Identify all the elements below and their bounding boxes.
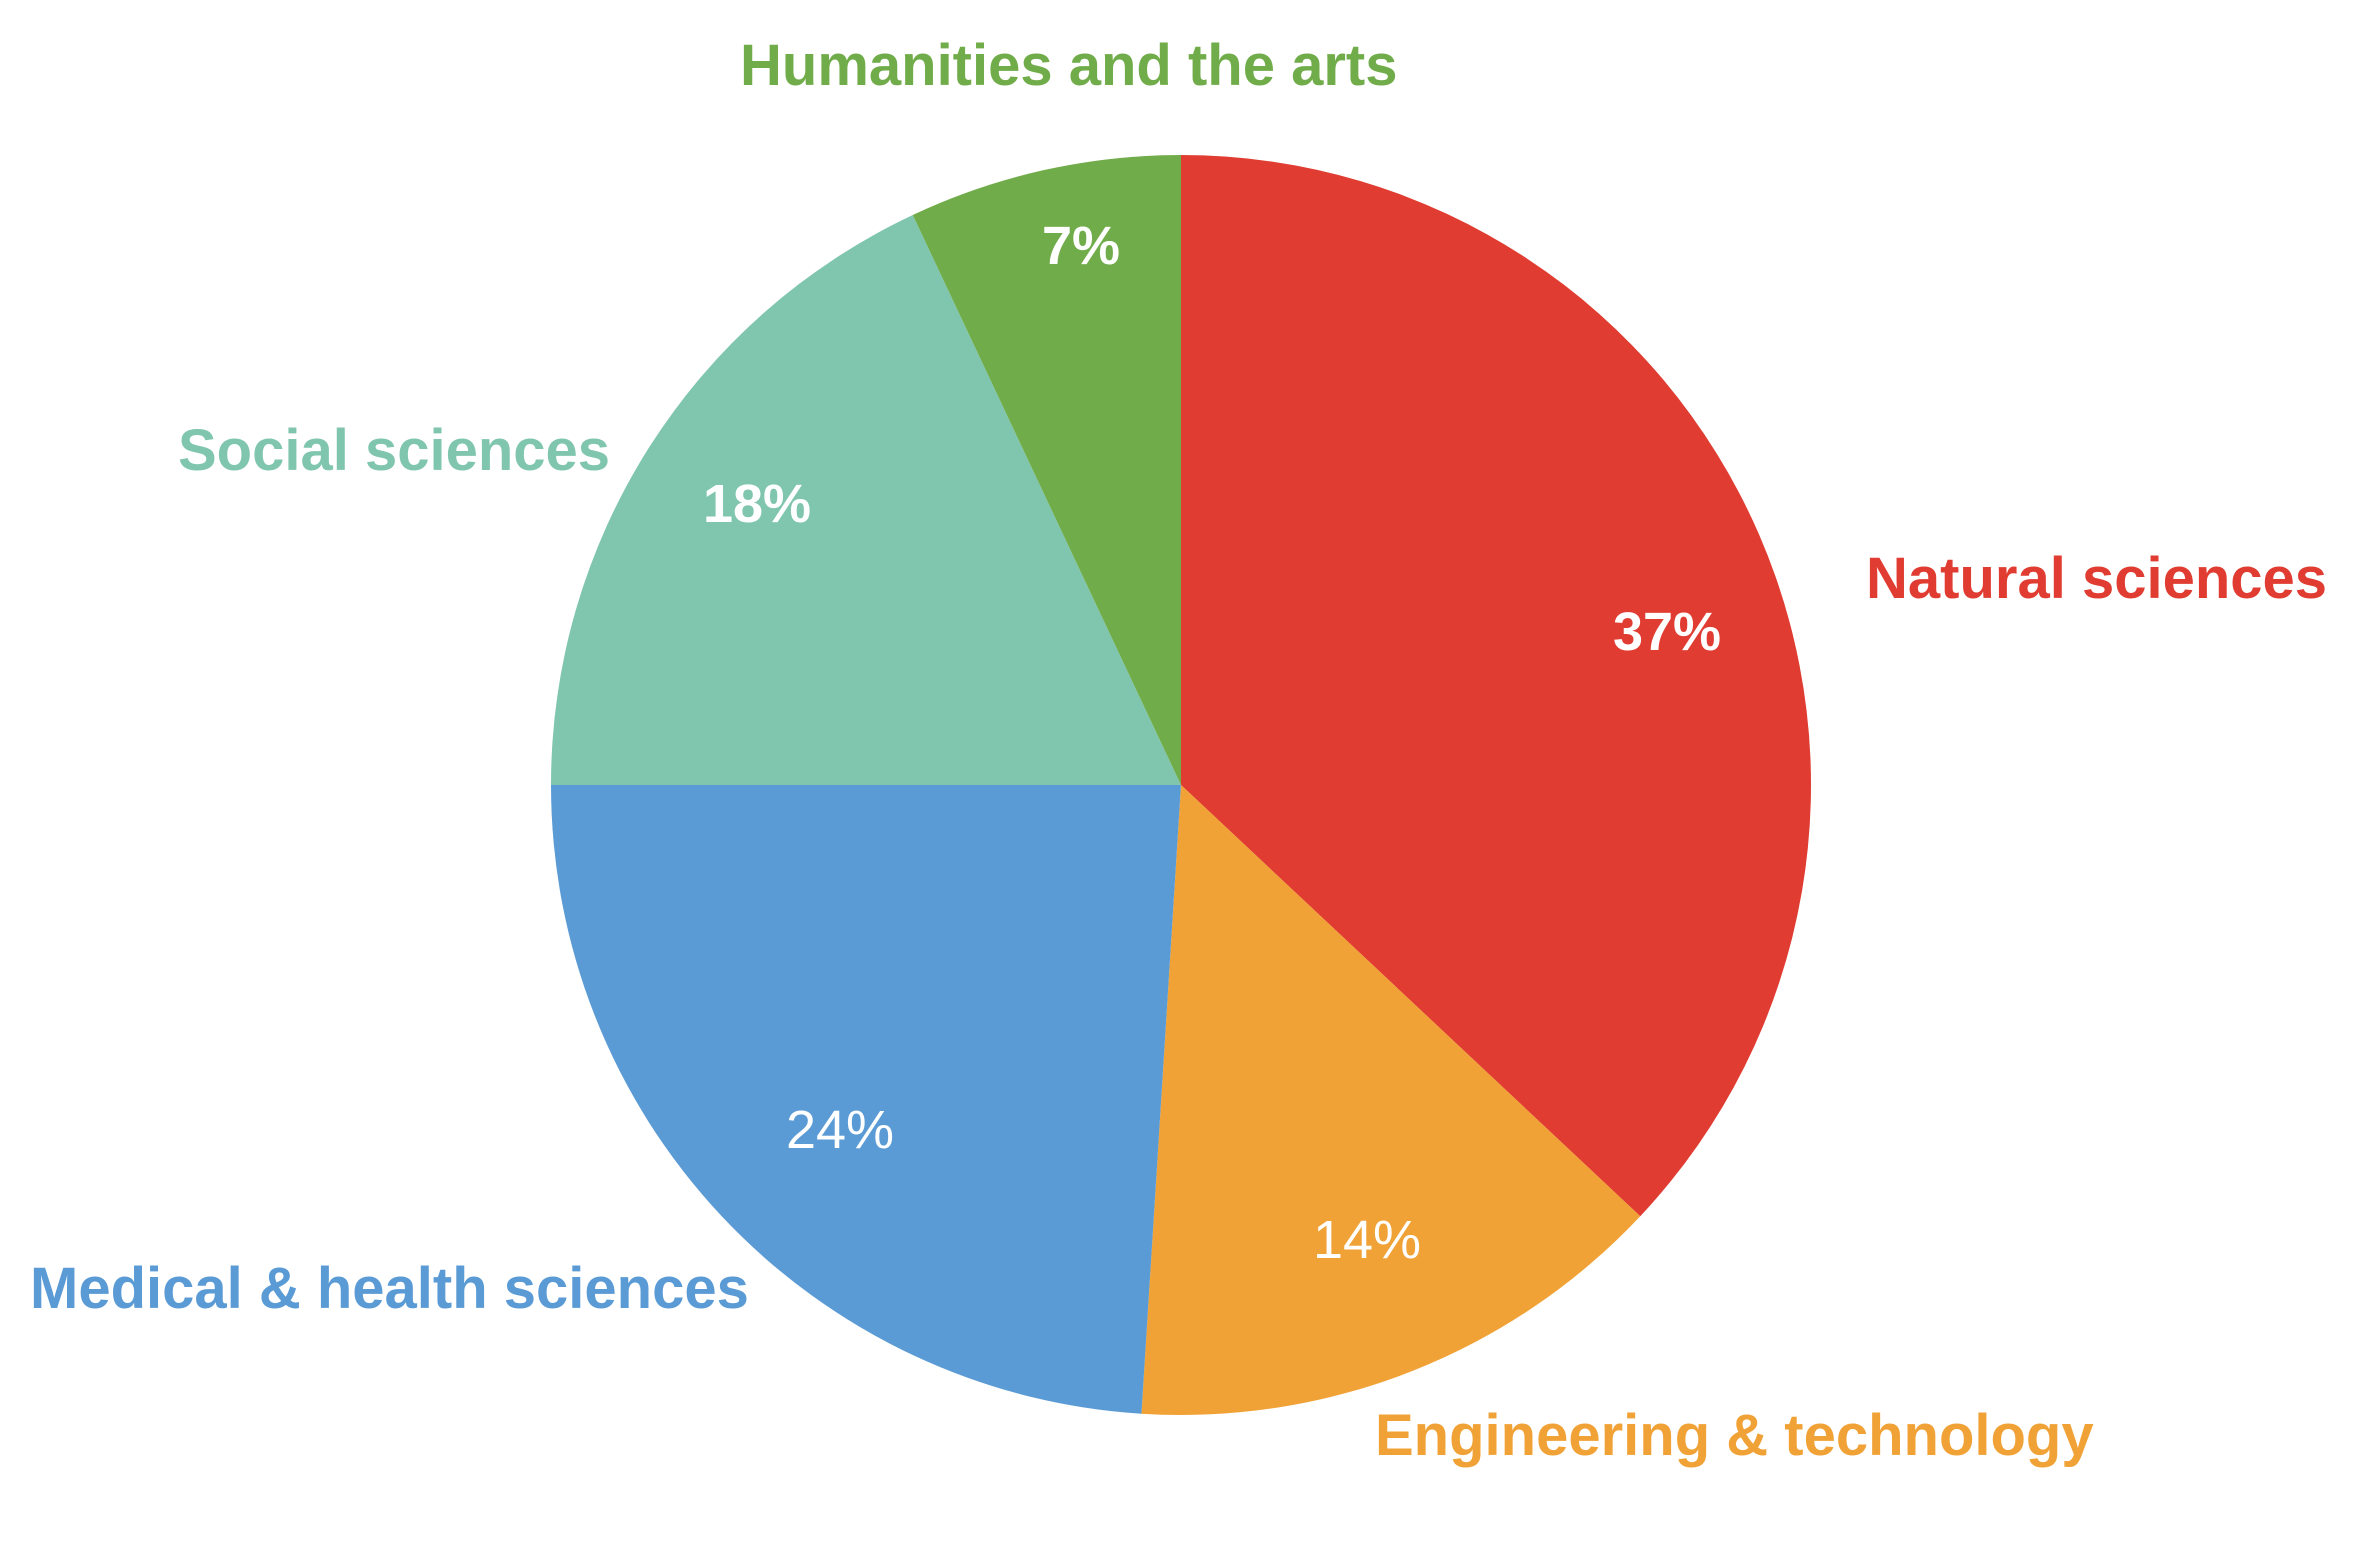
pie-slice-medical-health-sciences xyxy=(551,785,1181,1414)
slice-category-labels: Natural sciences Engineering & technolog… xyxy=(30,33,2327,1468)
slice-value-social-sciences: 18% xyxy=(703,474,811,534)
pie-slice-humanities-and-the-arts xyxy=(912,155,1181,785)
pie-slices xyxy=(551,155,1811,1416)
slice-label-social-sciences: Social sciences xyxy=(178,418,610,483)
slice-label-humanities-arts: Humanities and the arts xyxy=(740,33,1397,98)
slice-label-natural-sciences: Natural sciences xyxy=(1866,546,2327,611)
slice-value-humanities-arts: 7% xyxy=(1042,216,1120,276)
slice-label-engineering-technology: Engineering & technology xyxy=(1375,1403,2094,1468)
slice-value-labels: 37% 14% 24% 18% 7% xyxy=(703,216,1721,1270)
pie-slice-social-sciences xyxy=(551,214,1181,785)
slice-label-medical-health-sciences: Medical & health sciences xyxy=(30,1256,749,1321)
pie-slice-natural-sciences xyxy=(1181,155,1811,1217)
slice-value-engineering-technology: 14% xyxy=(1313,1210,1421,1270)
pie-slice-engineering-technology xyxy=(1141,785,1641,1416)
slice-value-natural-sciences: 37% xyxy=(1613,602,1721,662)
slice-value-medical-health-sciences: 24% xyxy=(786,1100,894,1160)
